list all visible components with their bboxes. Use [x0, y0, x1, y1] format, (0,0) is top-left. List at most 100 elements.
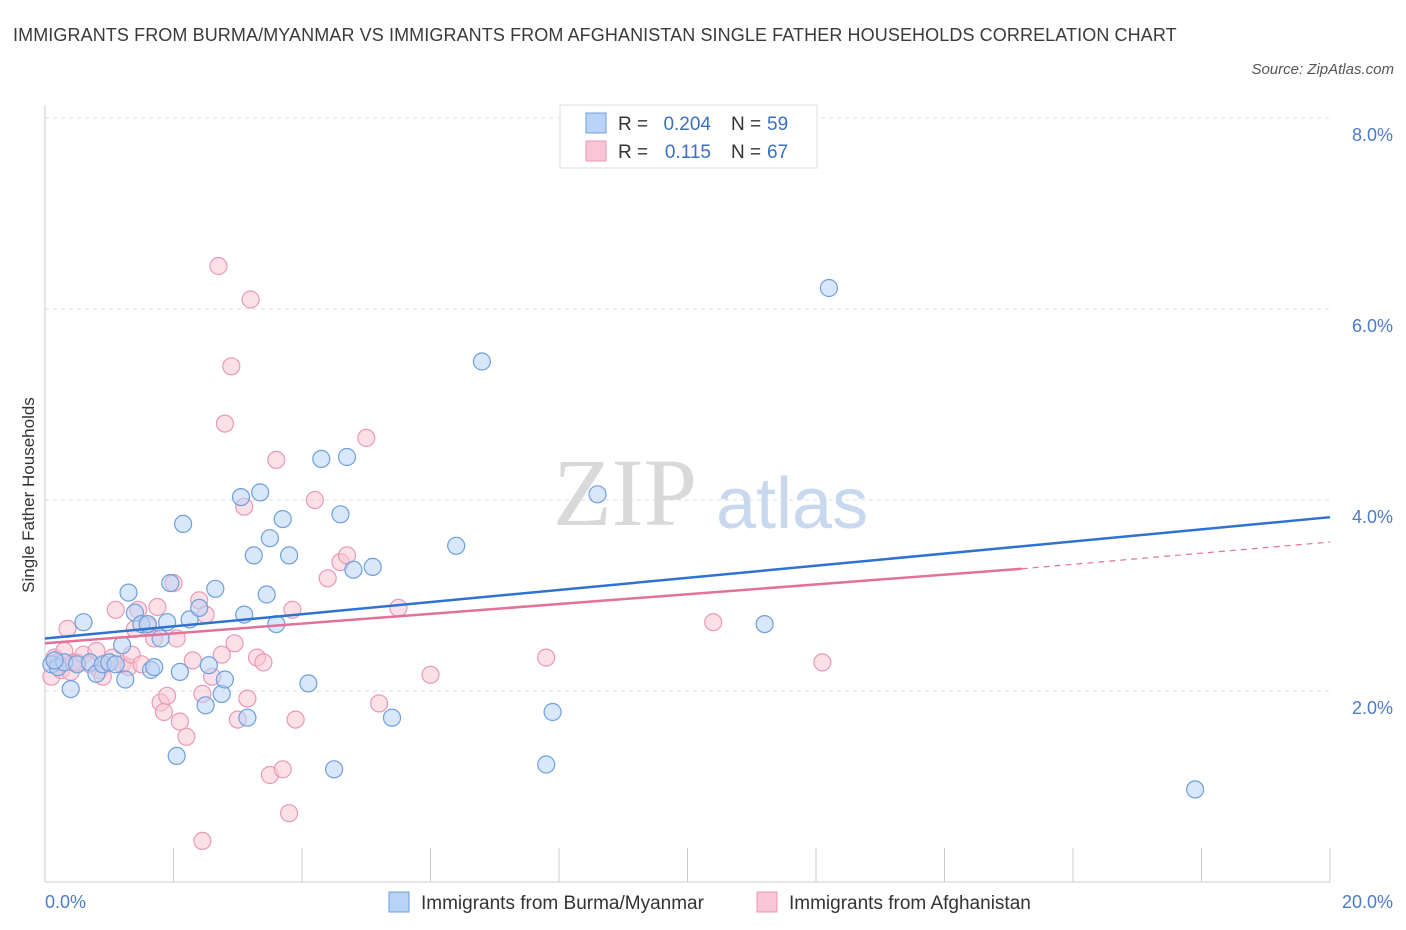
x-tick-label-min: 0.0%	[45, 892, 86, 912]
burma-point	[167, 746, 186, 766]
chart-source: Source: ZipAtlas.com	[1251, 61, 1394, 78]
legend-n-value-burma: 59	[767, 114, 788, 135]
afghanistan-point	[305, 490, 324, 510]
y-tick-label-6: 6.0%	[1352, 316, 1393, 336]
burma-point	[161, 573, 180, 593]
bottom-legend-swatch-afghanistan	[756, 891, 778, 913]
burma-point	[472, 352, 491, 371]
legend-n-label-burma: N =	[731, 114, 761, 135]
trend-line-burma	[44, 515, 1331, 640]
afghanistan-point	[215, 414, 234, 433]
burma-point	[331, 505, 350, 524]
afghanistan-point	[209, 256, 228, 276]
y-tick-label-8: 8.0%	[1352, 125, 1393, 145]
afghanistan-point	[158, 686, 177, 705]
burma-point	[170, 662, 189, 682]
burma-point	[363, 557, 382, 577]
burma-point	[106, 655, 125, 674]
series-afghanistan	[42, 256, 832, 851]
burma-point	[119, 583, 138, 602]
y-tick-label-2: 2.0%	[1352, 698, 1393, 718]
afghanistan-point	[318, 569, 337, 588]
series-burma	[42, 278, 1205, 799]
trend-line-afghanistan-extension	[1021, 541, 1331, 570]
burma-point	[537, 755, 556, 774]
bottom-legend-swatch-burma	[388, 891, 410, 913]
afghanistan-point	[148, 597, 167, 617]
trend-line-afghanistan	[44, 567, 1022, 645]
afghanistan-point	[537, 648, 556, 667]
burma-point	[543, 702, 562, 722]
stats-legend: R = 0.204 N = 59 R = 0.115 N = 67	[559, 104, 818, 169]
afghanistan-point	[106, 600, 125, 619]
series-legend: Immigrants from Burma/Myanmar Immigrants…	[388, 891, 1031, 914]
burma-point	[312, 449, 331, 468]
afghanistan-point	[177, 727, 196, 746]
afghanistan-point	[154, 702, 173, 722]
trend-lines	[44, 515, 1331, 645]
afghanistan-point	[225, 634, 244, 653]
legend-n-value-afghanistan: 67	[767, 142, 788, 163]
legend-swatch-burma	[585, 112, 607, 134]
burma-point	[151, 629, 170, 648]
burma-point	[325, 760, 344, 779]
burma-point	[196, 696, 215, 715]
burma-point	[337, 447, 357, 467]
burma-point	[1185, 780, 1205, 799]
burma-point	[588, 485, 607, 504]
burma-point	[299, 674, 318, 693]
burma-point	[238, 708, 257, 727]
afghanistan-point	[254, 653, 273, 672]
burma-point	[344, 560, 363, 579]
afghanistan-point	[170, 712, 189, 731]
watermark-zip: ZIP	[553, 439, 697, 546]
burma-point	[231, 488, 251, 507]
afghanistan-point	[389, 598, 408, 618]
afghanistan-point	[212, 645, 231, 664]
burma-point	[260, 529, 279, 548]
afghanistan-point	[193, 831, 212, 851]
burma-point	[819, 278, 839, 298]
bottom-legend-label-burma: Immigrants from Burma/Myanmar	[421, 893, 705, 914]
y-tick-label-4: 4.0%	[1352, 507, 1393, 527]
burma-point	[382, 708, 402, 727]
burma-point	[45, 651, 64, 670]
burma-point	[190, 598, 209, 618]
legend-r-label-afghanistan: R =	[618, 142, 648, 163]
afghanistan-point	[267, 450, 286, 469]
burma-point	[215, 670, 234, 689]
legend-r-value-afghanistan: 0.115	[665, 142, 711, 163]
afghanistan-point	[280, 804, 299, 823]
afghanistan-point	[370, 694, 389, 713]
y-axis-label: Single Father Households	[19, 397, 38, 593]
burma-point	[116, 670, 135, 689]
legend-swatch-afghanistan	[585, 140, 607, 162]
x-tick-label-max: 20.0%	[1342, 892, 1393, 912]
x-tick-marks	[173, 848, 1331, 882]
gridlines	[45, 117, 1330, 692]
burma-point	[273, 509, 292, 529]
afghanistan-point	[222, 357, 241, 376]
afghanistan-point	[357, 428, 376, 447]
burma-point	[251, 483, 270, 502]
afghanistan-point	[813, 653, 832, 672]
burma-point	[206, 579, 225, 598]
burma-point	[447, 536, 466, 555]
afghanistan-point	[286, 710, 305, 729]
burma-point	[280, 546, 299, 565]
afghanistan-point	[238, 689, 257, 708]
burma-point	[74, 613, 93, 632]
burma-point	[145, 657, 164, 677]
bottom-legend-label-afghanistan: Immigrants from Afghanistan	[789, 893, 1031, 914]
chart-title: IMMIGRANTS FROM BURMA/MYANMAR VS IMMIGRA…	[13, 25, 1177, 45]
burma-point	[61, 679, 80, 699]
legend-r-label-burma: R =	[618, 114, 648, 135]
watermark-atlas: atlas	[716, 464, 868, 544]
afghanistan-point	[421, 665, 440, 684]
afghanistan-point	[241, 290, 260, 309]
burma-point	[244, 546, 263, 565]
burma-point	[174, 514, 193, 534]
afghanistan-point	[273, 760, 292, 779]
burma-point	[199, 656, 218, 675]
